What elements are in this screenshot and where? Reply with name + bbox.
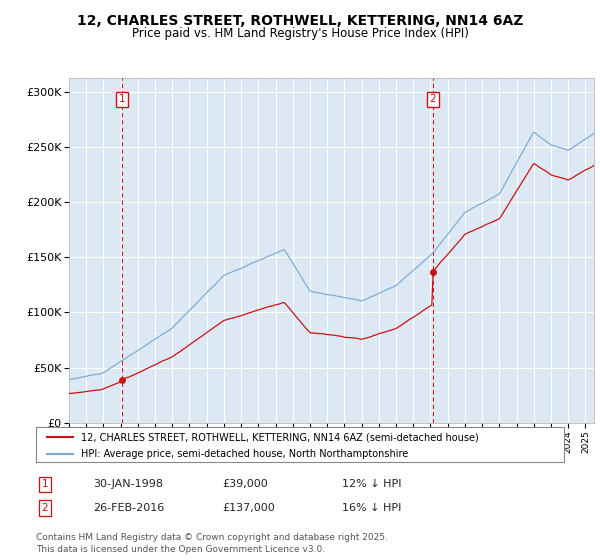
Text: 1: 1 [119, 95, 125, 104]
Text: 1: 1 [41, 479, 49, 489]
Text: £39,000: £39,000 [222, 479, 268, 489]
Text: 26-FEB-2016: 26-FEB-2016 [93, 503, 164, 513]
Text: 12, CHARLES STREET, ROTHWELL, KETTERING, NN14 6AZ (semi-detached house): 12, CHARLES STREET, ROTHWELL, KETTERING,… [81, 432, 479, 442]
Text: 2: 2 [430, 95, 436, 104]
Text: 12% ↓ HPI: 12% ↓ HPI [342, 479, 401, 489]
Text: 12, CHARLES STREET, ROTHWELL, KETTERING, NN14 6AZ: 12, CHARLES STREET, ROTHWELL, KETTERING,… [77, 14, 523, 28]
Text: Contains HM Land Registry data © Crown copyright and database right 2025.
This d: Contains HM Land Registry data © Crown c… [36, 533, 388, 554]
Text: 2: 2 [41, 503, 49, 513]
Text: £137,000: £137,000 [222, 503, 275, 513]
Text: 30-JAN-1998: 30-JAN-1998 [93, 479, 163, 489]
Text: HPI: Average price, semi-detached house, North Northamptonshire: HPI: Average price, semi-detached house,… [81, 449, 408, 459]
Text: 16% ↓ HPI: 16% ↓ HPI [342, 503, 401, 513]
Text: Price paid vs. HM Land Registry's House Price Index (HPI): Price paid vs. HM Land Registry's House … [131, 27, 469, 40]
